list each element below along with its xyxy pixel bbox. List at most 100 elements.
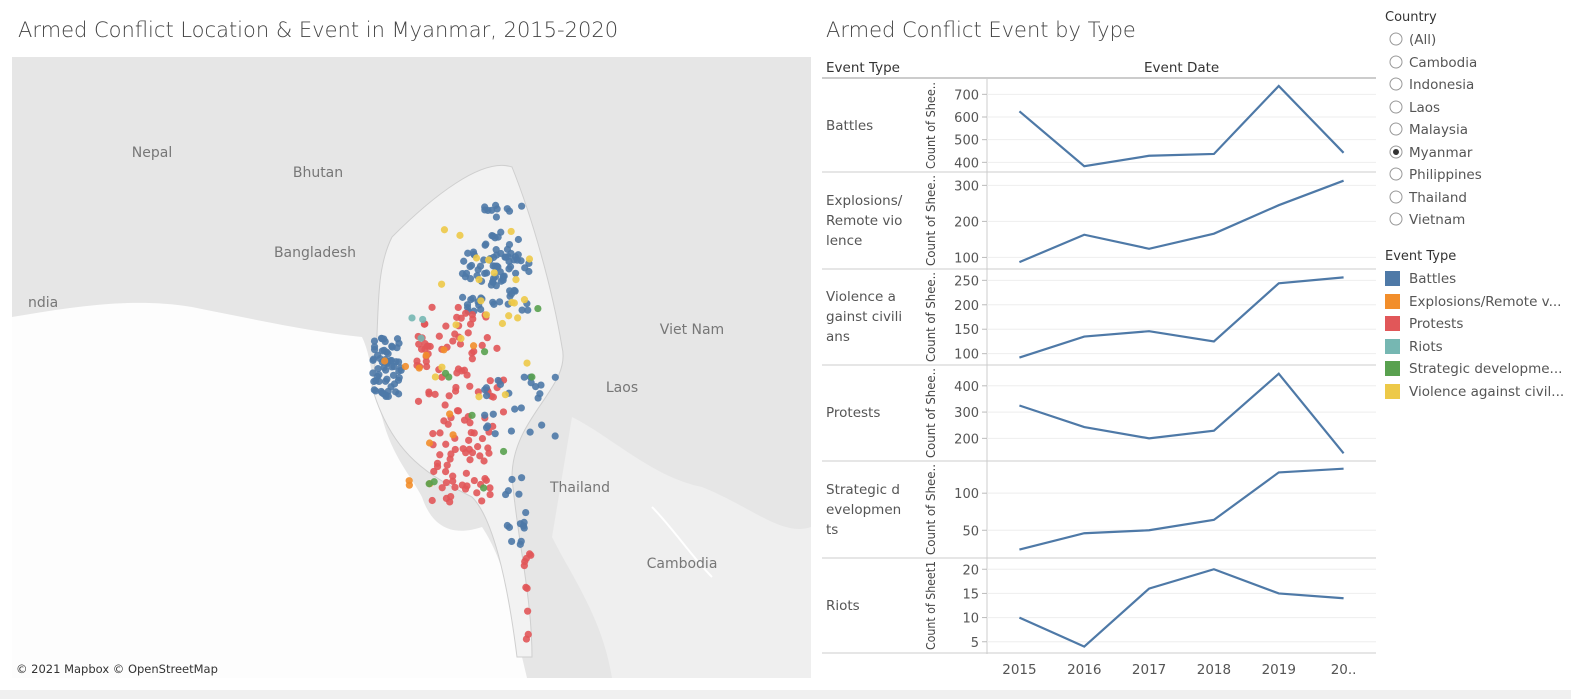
event-dot bbox=[520, 373, 528, 381]
radio-option[interactable]: Thailand bbox=[1389, 190, 1467, 206]
radio-circle[interactable] bbox=[1389, 145, 1405, 159]
event-dot bbox=[499, 408, 508, 416]
event-dot bbox=[370, 346, 379, 354]
row-label-box: Explosions/ Remote violence bbox=[826, 193, 902, 249]
event-dot bbox=[515, 490, 523, 498]
event-dot bbox=[430, 478, 438, 486]
x-tick-label: 2017 bbox=[1132, 662, 1166, 678]
event-dot bbox=[478, 341, 486, 349]
radio-option[interactable]: Malaysia bbox=[1389, 122, 1468, 138]
chart-title: Armed Conflict Event by Type bbox=[826, 18, 1136, 42]
radio-circle[interactable] bbox=[1389, 212, 1405, 226]
legend-item[interactable]: Riots bbox=[1385, 338, 1443, 355]
radio-option[interactable]: Philippines bbox=[1389, 167, 1482, 183]
event-dot bbox=[524, 306, 532, 314]
event-dot bbox=[517, 474, 526, 482]
event-dot bbox=[496, 380, 505, 389]
event-dot bbox=[507, 227, 515, 236]
legend-swatch bbox=[1385, 338, 1400, 354]
event-dot bbox=[431, 373, 439, 381]
event-dot bbox=[522, 554, 530, 563]
event-dot bbox=[507, 427, 516, 435]
footer-bar bbox=[0, 690, 1571, 699]
radio-circle[interactable] bbox=[1389, 190, 1405, 204]
y-tick-label: 400 bbox=[954, 156, 979, 171]
event-dot bbox=[517, 537, 525, 545]
radio-circle[interactable] bbox=[1389, 77, 1405, 91]
x-tick-label: 2015 bbox=[1002, 662, 1036, 678]
radio-option[interactable]: Indonesia bbox=[1389, 77, 1474, 93]
radio-circle[interactable] bbox=[1389, 122, 1405, 136]
event-dot bbox=[522, 508, 530, 517]
panel-heading: Country bbox=[1385, 10, 1437, 25]
event-dot bbox=[481, 475, 489, 483]
event-dot bbox=[510, 299, 518, 307]
line-series bbox=[1018, 179, 1344, 264]
event-dot bbox=[491, 430, 499, 438]
event-dot bbox=[441, 401, 449, 409]
event-dot bbox=[386, 357, 394, 365]
radio-circle[interactable] bbox=[1389, 100, 1405, 114]
event-dot bbox=[524, 607, 532, 615]
radio-option[interactable]: Myanmar bbox=[1389, 145, 1472, 161]
event-dot bbox=[456, 340, 465, 348]
event-dot bbox=[512, 269, 520, 277]
event-dot bbox=[534, 394, 542, 402]
y-tick-label: 400 bbox=[954, 380, 979, 395]
y-tick-label: 150 bbox=[954, 323, 979, 338]
event-dot bbox=[440, 346, 448, 354]
legend-item[interactable]: Strategic developme... bbox=[1385, 361, 1562, 377]
event-dot bbox=[508, 475, 516, 484]
y-tick-label: 100 bbox=[954, 348, 979, 363]
event-dot bbox=[478, 434, 487, 443]
y-tick-label: 100 bbox=[954, 251, 979, 266]
legend-item[interactable]: Battles bbox=[1385, 271, 1456, 287]
event-dot bbox=[417, 334, 425, 342]
event-dot bbox=[447, 492, 455, 501]
event-dot bbox=[446, 498, 454, 506]
event-dot bbox=[451, 483, 459, 491]
radio-option[interactable]: Laos bbox=[1389, 100, 1440, 116]
radio-circle[interactable] bbox=[1389, 167, 1405, 181]
legend-item[interactable]: Violence against civil... bbox=[1385, 383, 1564, 400]
y-tick-label: 15 bbox=[962, 587, 979, 602]
event-dot bbox=[460, 257, 468, 265]
legend-label: Explosions/Remote v... bbox=[1409, 293, 1562, 310]
legend-label: Riots bbox=[1409, 338, 1443, 355]
legend-item[interactable]: Protests bbox=[1385, 316, 1463, 332]
radio-label: Thailand bbox=[1409, 189, 1467, 206]
event-dot bbox=[468, 310, 476, 319]
event-dot bbox=[477, 305, 485, 313]
radio-option[interactable]: Vietnam bbox=[1389, 212, 1465, 228]
radio-circle[interactable] bbox=[1389, 32, 1405, 46]
event-dot bbox=[469, 248, 478, 256]
radio-option[interactable]: (All) bbox=[1389, 32, 1436, 48]
y-axis-label: Count of Shee.. bbox=[923, 82, 938, 169]
event-dot bbox=[401, 362, 410, 371]
event-dot bbox=[507, 290, 516, 298]
event-dot bbox=[551, 373, 559, 381]
event-dot bbox=[475, 393, 483, 401]
line-series bbox=[1019, 276, 1344, 359]
event-dot bbox=[449, 477, 457, 485]
event-dot bbox=[482, 384, 491, 392]
event-dot bbox=[501, 253, 509, 261]
y-tick-label: 5 bbox=[971, 636, 979, 651]
legend-item[interactable]: Explosions/Remote v... bbox=[1385, 293, 1562, 310]
event-dot bbox=[494, 233, 502, 241]
radio-option[interactable]: Cambodia bbox=[1389, 55, 1477, 71]
event-dot bbox=[449, 431, 457, 439]
event-dot bbox=[517, 404, 525, 412]
event-dot bbox=[425, 388, 433, 396]
event-dot bbox=[462, 269, 471, 277]
event-dot bbox=[442, 322, 450, 330]
event-dot bbox=[475, 275, 483, 284]
event-dot bbox=[445, 392, 453, 400]
radio-circle[interactable] bbox=[1389, 55, 1405, 69]
legend-label: Strategic developme... bbox=[1409, 361, 1563, 377]
event-dot bbox=[422, 357, 430, 366]
event-dot bbox=[392, 358, 400, 366]
event-dot bbox=[486, 377, 494, 385]
event-dot bbox=[514, 314, 522, 322]
radio-label: Indonesia bbox=[1409, 77, 1475, 93]
